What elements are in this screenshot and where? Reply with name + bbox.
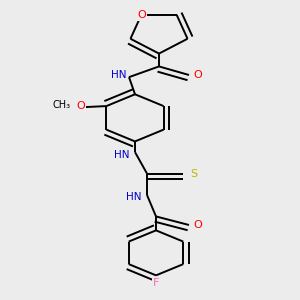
Text: O: O [194,220,202,230]
Text: F: F [153,278,159,288]
Text: HN: HN [114,150,129,161]
Text: HN: HN [126,192,141,202]
Text: O: O [137,10,146,20]
Text: O: O [194,70,202,80]
Text: CH₃: CH₃ [52,100,70,110]
Text: S: S [190,169,197,178]
Text: O: O [76,101,85,111]
Text: HN: HN [111,70,126,80]
